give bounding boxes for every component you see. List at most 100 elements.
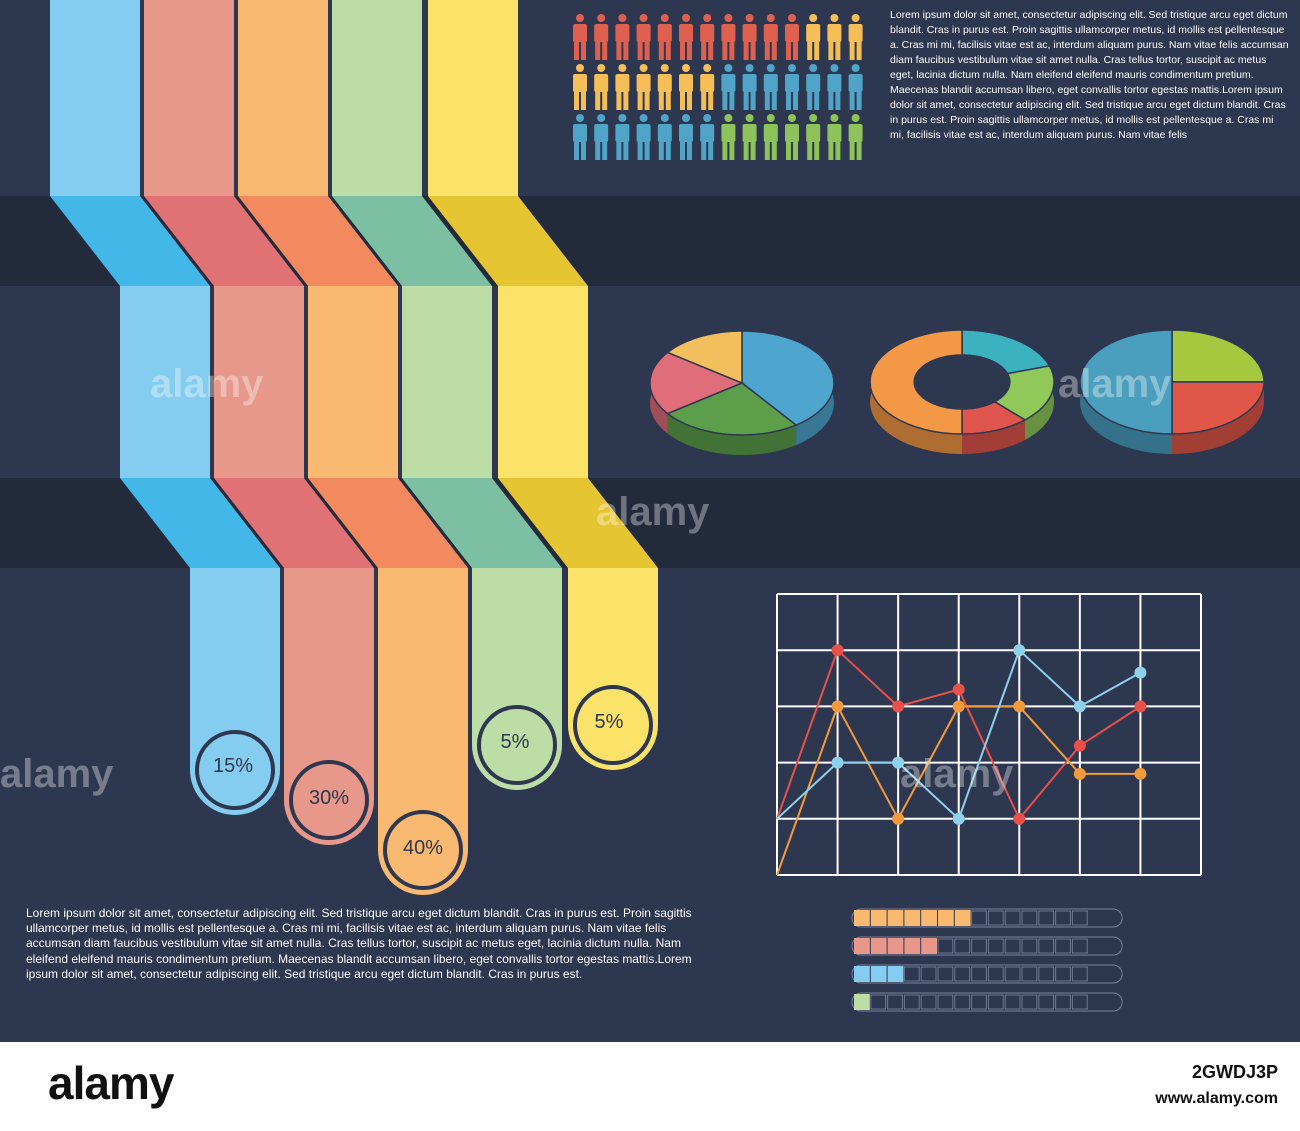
progress-cell-filled [870, 966, 887, 982]
data-point [1134, 700, 1147, 713]
person-icon [679, 64, 693, 110]
person-head [576, 114, 584, 122]
person-head [766, 114, 775, 122]
person-leg [786, 40, 791, 60]
person-body [700, 24, 715, 42]
progress-cell-empty [1004, 966, 1021, 982]
person-head [851, 14, 860, 22]
person-body [636, 124, 651, 142]
person-leg [644, 140, 650, 160]
person-leg [574, 140, 579, 160]
person-icon [848, 114, 863, 160]
person-icon [657, 14, 672, 60]
person-icon [679, 14, 693, 60]
person-icon [594, 114, 609, 160]
person-head [639, 14, 648, 22]
person-body [806, 124, 821, 142]
person-leg [793, 90, 798, 110]
watermark-brand: alamy [0, 752, 114, 796]
person-leg [764, 140, 770, 160]
progress-cell-empty [870, 994, 887, 1010]
person-head [830, 64, 839, 72]
percent-ring-fill [580, 692, 646, 758]
person-leg [680, 90, 685, 110]
person-body [806, 24, 821, 42]
person-icon [742, 114, 757, 160]
person-icon [827, 64, 842, 110]
progress-cell-filled [954, 910, 971, 926]
progress-cell-filled [938, 910, 954, 926]
data-point [1073, 700, 1086, 713]
person-head [851, 64, 860, 72]
pie-slice [741, 330, 835, 426]
person-leg [581, 140, 586, 160]
data-point [892, 700, 905, 713]
person-head [576, 14, 584, 22]
ribbon-segment-top [238, 0, 328, 196]
bar-value-column [378, 568, 468, 895]
person-leg [750, 40, 756, 60]
person-head [660, 114, 669, 122]
percent-ring-fill [484, 712, 550, 778]
ribbon-segment-top [50, 0, 140, 196]
percent-label-2: 30% [308, 787, 350, 809]
person-icon [848, 14, 863, 60]
person-leg [616, 90, 622, 110]
progress-cell-empty [954, 966, 971, 982]
person-leg [680, 40, 685, 60]
person-leg [835, 140, 841, 160]
progress-cell-empty [1055, 994, 1071, 1010]
progress-cell-empty [1004, 994, 1021, 1010]
progress-cell-filled [904, 938, 921, 954]
person-leg [743, 40, 749, 60]
person-icon [827, 114, 842, 160]
person-leg [828, 90, 834, 110]
progress-cell-empty [971, 910, 987, 926]
person-head [788, 14, 796, 22]
line-chart [776, 593, 1202, 876]
watermark-brand: alamy [1058, 362, 1172, 406]
person-leg [807, 90, 813, 110]
ribbon-segment-middle [214, 286, 304, 478]
person-icon [785, 64, 799, 110]
person-body [679, 124, 693, 142]
footer-url: www.alamy.com [1155, 1090, 1278, 1107]
person-icon [594, 14, 609, 60]
percent-label-1: 15% [212, 755, 254, 777]
person-head [724, 14, 733, 22]
person-body [721, 74, 736, 92]
person-icon [721, 114, 736, 160]
person-icon [763, 14, 778, 60]
person-body [636, 24, 651, 42]
person-head [703, 14, 712, 22]
person-head [766, 14, 775, 22]
footer-image-id: 2GWDJ3P [1191, 1062, 1278, 1082]
person-icon [848, 64, 863, 110]
person-icon [700, 114, 715, 160]
person-body [848, 24, 863, 42]
progress-cell-filled [854, 994, 870, 1010]
progress-cell-filled [870, 938, 887, 954]
person-body [679, 24, 693, 42]
ribbon-bar-chart [50, 0, 658, 895]
person-body [806, 74, 821, 92]
data-point [831, 644, 844, 657]
person-head [639, 64, 648, 72]
person-head [682, 64, 690, 72]
pie-chart [1079, 329, 1265, 454]
person-body [785, 124, 799, 142]
person-leg [623, 40, 629, 60]
progress-cell-empty [1055, 910, 1071, 926]
progress-cell-empty [1055, 966, 1071, 982]
pie-slice-side [1172, 382, 1264, 454]
pie-slice [1171, 329, 1265, 383]
person-leg [637, 40, 643, 60]
progress-cell-empty [903, 994, 920, 1010]
person-leg [644, 90, 650, 110]
person-body [615, 124, 630, 142]
person-icon [806, 64, 821, 110]
person-leg [658, 90, 664, 110]
person-icon [742, 64, 757, 110]
progress-cell-filled [904, 910, 921, 926]
person-leg [814, 90, 820, 110]
